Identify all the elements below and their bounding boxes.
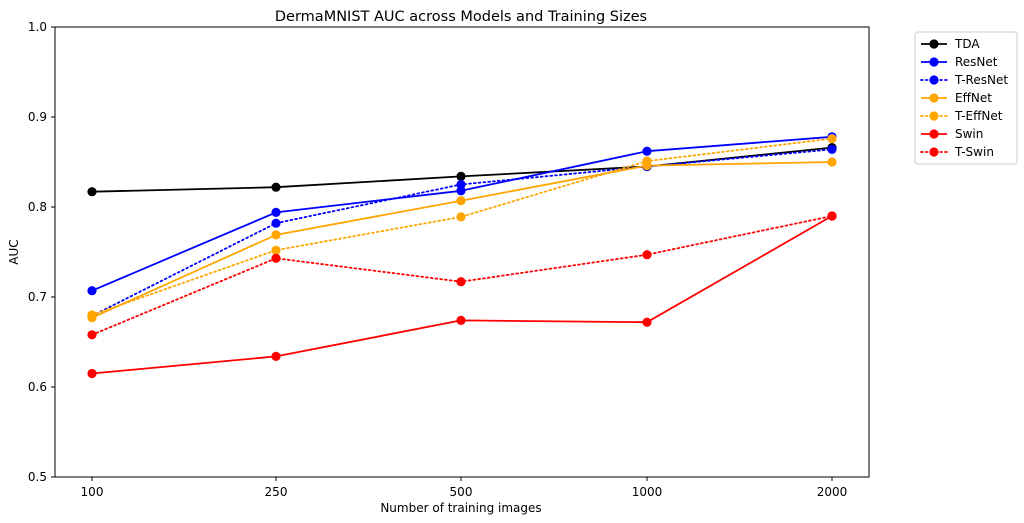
- data-point: [456, 277, 466, 287]
- data-point: [87, 310, 97, 320]
- data-point: [87, 286, 97, 296]
- legend-label: T-EffNet: [954, 109, 1003, 123]
- legend-item: EffNet: [921, 91, 992, 105]
- y-tick-label: 1.0: [28, 20, 47, 34]
- data-point: [642, 156, 652, 166]
- legend-item: Swin: [921, 127, 983, 141]
- legend-frame: [914, 31, 1018, 165]
- series-t-effnet: [87, 134, 837, 320]
- x-axis-label: Number of training images: [380, 501, 541, 515]
- legend-item: TDA: [921, 37, 980, 51]
- data-point: [271, 218, 281, 228]
- legend-label: Swin: [955, 127, 983, 141]
- data-point: [271, 230, 281, 240]
- series-resnet: [87, 132, 837, 296]
- y-axis-label: AUC: [7, 239, 21, 264]
- y-tick-label: 0.8: [28, 200, 47, 214]
- legend-label: T-Swin: [954, 145, 994, 159]
- data-point: [456, 212, 466, 222]
- legend-label: EffNet: [955, 91, 992, 105]
- data-point: [456, 196, 466, 206]
- legend-item: T-Swin: [920, 145, 994, 159]
- data-point: [271, 182, 281, 192]
- data-point: [87, 187, 97, 197]
- legend: TDA ResNet T-ResNet EffNet T-EffNet Swin T-Swi…: [914, 31, 1018, 165]
- series-layer: [87, 132, 837, 379]
- data-point: [271, 351, 281, 361]
- data-point: [827, 144, 837, 154]
- legend-label: T-ResNet: [954, 73, 1008, 87]
- data-point: [87, 368, 97, 379]
- legend-label: TDA: [954, 37, 980, 51]
- x-tick-label: 500: [450, 485, 473, 499]
- data-point: [271, 253, 281, 263]
- data-point: [87, 330, 97, 340]
- data-point: [827, 211, 837, 221]
- data-point: [827, 157, 837, 167]
- data-point: [456, 171, 466, 181]
- data-point: [456, 186, 466, 196]
- legend-item: ResNet: [921, 55, 998, 69]
- data-point: [271, 207, 281, 217]
- data-point: [456, 179, 466, 190]
- axes-layer: 100 250 500 1000 2000 0.5 0.6 0.7 0.8 0.9 1.0: [28, 20, 847, 499]
- data-point: [827, 134, 837, 144]
- x-tick-label: 2000: [817, 485, 848, 499]
- data-point: [642, 146, 652, 156]
- chart-title: DermaMNIST AUC across Models and Trainin…: [275, 9, 647, 25]
- legend-marker: [929, 147, 939, 157]
- x-tick-label: 250: [265, 485, 288, 499]
- legend-marker: [929, 39, 939, 49]
- legend-label: ResNet: [955, 55, 998, 69]
- plot-frame: [54, 26, 870, 478]
- x-tick-label: 100: [81, 485, 104, 499]
- y-tick-label: 0.9: [28, 110, 47, 124]
- data-point: [642, 317, 652, 327]
- data-point: [271, 245, 281, 255]
- series-t-swin: [87, 211, 837, 340]
- x-tick-label: 1000: [632, 485, 663, 499]
- legend-marker: [929, 93, 939, 103]
- y-tick-label: 0.5: [28, 470, 47, 484]
- y-tick-label: 0.7: [28, 290, 47, 304]
- legend-marker: [929, 129, 939, 139]
- legend-marker: [929, 75, 939, 85]
- data-point: [642, 250, 652, 260]
- data-point: [456, 315, 466, 325]
- legend-marker: [929, 111, 939, 121]
- series-line: [91, 137, 833, 316]
- series-t-resnet: [87, 144, 837, 321]
- legend-item: T-ResNet: [920, 73, 1008, 87]
- legend-marker: [929, 57, 939, 67]
- series-swin: [87, 211, 837, 379]
- legend-item: T-EffNet: [920, 109, 1003, 123]
- y-tick-label: 0.6: [28, 380, 47, 394]
